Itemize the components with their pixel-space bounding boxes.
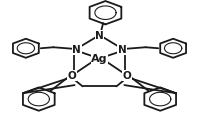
- Text: O: O: [67, 71, 76, 81]
- Text: N: N: [72, 45, 81, 54]
- Text: N: N: [95, 31, 104, 41]
- Text: O: O: [123, 71, 132, 81]
- Text: Ag: Ag: [91, 54, 108, 64]
- Text: N: N: [118, 45, 127, 54]
